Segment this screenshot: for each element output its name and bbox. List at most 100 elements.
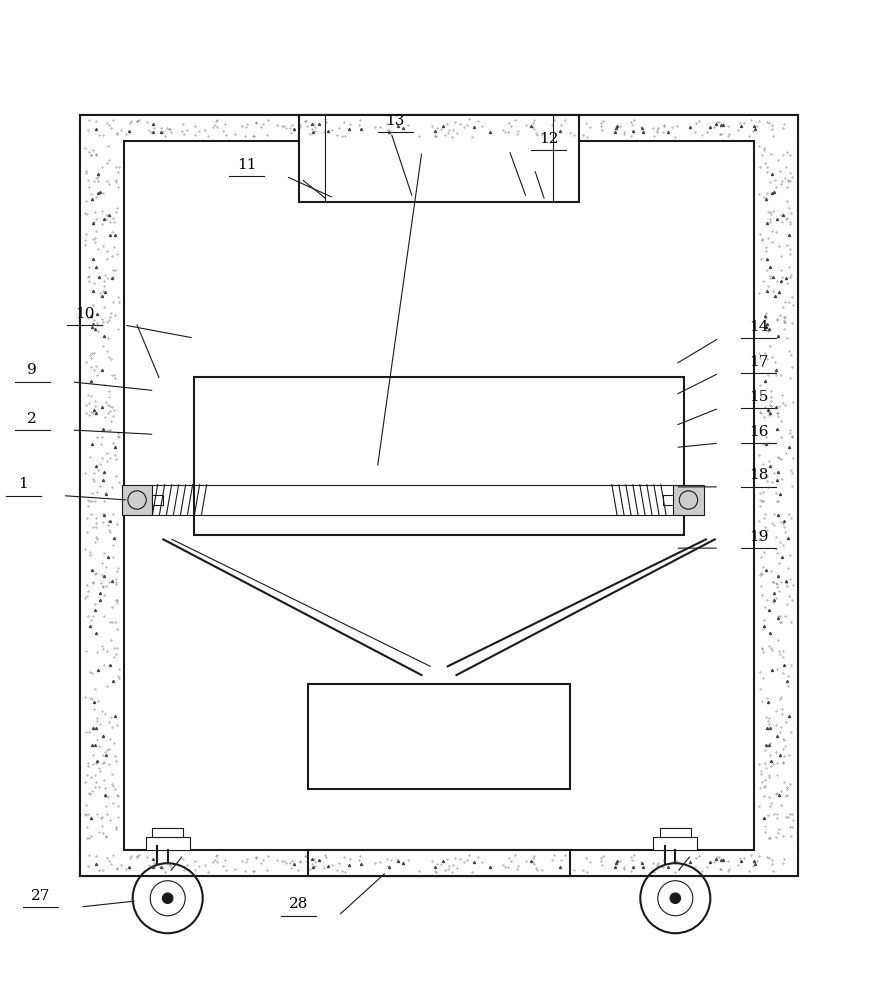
Point	[82, 112, 96, 128]
Point	[762, 268, 776, 284]
Point	[762, 270, 776, 286]
Point	[688, 850, 702, 866]
Point	[114, 122, 128, 138]
Point	[757, 788, 771, 804]
Point	[708, 851, 722, 867]
Point	[769, 211, 783, 227]
Point	[712, 861, 726, 877]
Point	[557, 847, 571, 863]
Point	[781, 708, 795, 724]
Point	[711, 114, 725, 130]
Point	[82, 858, 96, 874]
Point	[102, 714, 116, 730]
Point	[210, 847, 224, 863]
Point	[428, 128, 442, 144]
Point	[553, 117, 567, 133]
Point	[525, 115, 539, 131]
Point	[771, 284, 785, 300]
Point	[191, 858, 205, 874]
Point	[784, 289, 798, 305]
Point	[118, 126, 132, 142]
Point	[715, 851, 729, 867]
Point	[762, 211, 776, 227]
Point	[80, 830, 94, 846]
Point	[751, 531, 765, 547]
Point	[751, 848, 765, 864]
Point	[109, 451, 123, 467]
Point	[762, 830, 776, 846]
Point	[110, 640, 124, 656]
Point	[713, 852, 727, 868]
Point	[238, 128, 252, 144]
Point	[337, 114, 351, 130]
Point	[753, 640, 767, 656]
Point	[97, 485, 111, 501]
Point	[93, 585, 107, 601]
Point	[781, 571, 795, 587]
Point	[771, 405, 785, 421]
Point	[762, 397, 776, 413]
Point	[695, 863, 709, 879]
Point	[770, 507, 784, 523]
Point	[759, 191, 773, 207]
Point	[256, 116, 270, 132]
Point	[122, 859, 136, 875]
Point	[90, 644, 104, 660]
Point	[762, 720, 776, 736]
Point	[89, 121, 103, 137]
Point	[752, 345, 766, 361]
Point	[108, 781, 122, 797]
Point	[99, 578, 113, 594]
Point	[769, 767, 783, 783]
Point	[687, 859, 701, 875]
Point	[763, 206, 777, 222]
Point	[109, 159, 123, 175]
Point	[317, 847, 332, 863]
Point	[111, 474, 125, 490]
Point	[768, 575, 782, 591]
Point	[759, 243, 773, 259]
Point	[594, 122, 608, 138]
Point	[595, 113, 610, 129]
Point	[764, 758, 778, 774]
Point	[104, 614, 118, 630]
Point	[320, 858, 334, 874]
Point	[633, 854, 647, 870]
Point	[109, 571, 123, 587]
Point	[776, 519, 790, 535]
Point	[449, 125, 463, 141]
Text: 1: 1	[18, 477, 28, 491]
Point	[461, 111, 475, 127]
Point	[102, 312, 116, 328]
Point	[753, 766, 767, 782]
Point	[774, 413, 788, 429]
Point	[83, 612, 97, 628]
Point	[778, 314, 792, 330]
Point	[753, 549, 767, 565]
Point	[86, 575, 100, 591]
Point	[762, 458, 776, 474]
Point	[249, 114, 263, 130]
Point	[111, 809, 125, 825]
Point	[109, 819, 123, 835]
Point	[594, 857, 608, 873]
Point	[624, 852, 638, 868]
Point	[317, 124, 331, 140]
Point	[94, 810, 108, 826]
Point	[80, 819, 94, 835]
Point	[96, 825, 110, 841]
Point	[162, 856, 176, 872]
Point	[465, 864, 479, 880]
Point	[785, 577, 799, 593]
Point	[88, 393, 102, 409]
Point	[519, 117, 533, 133]
Point	[713, 861, 727, 877]
Point	[778, 573, 792, 589]
Bar	[659, 828, 690, 837]
Point	[90, 753, 104, 769]
Point	[732, 850, 746, 866]
Point	[83, 347, 97, 363]
Point	[105, 549, 119, 565]
Point	[383, 116, 397, 132]
Point	[756, 409, 770, 425]
